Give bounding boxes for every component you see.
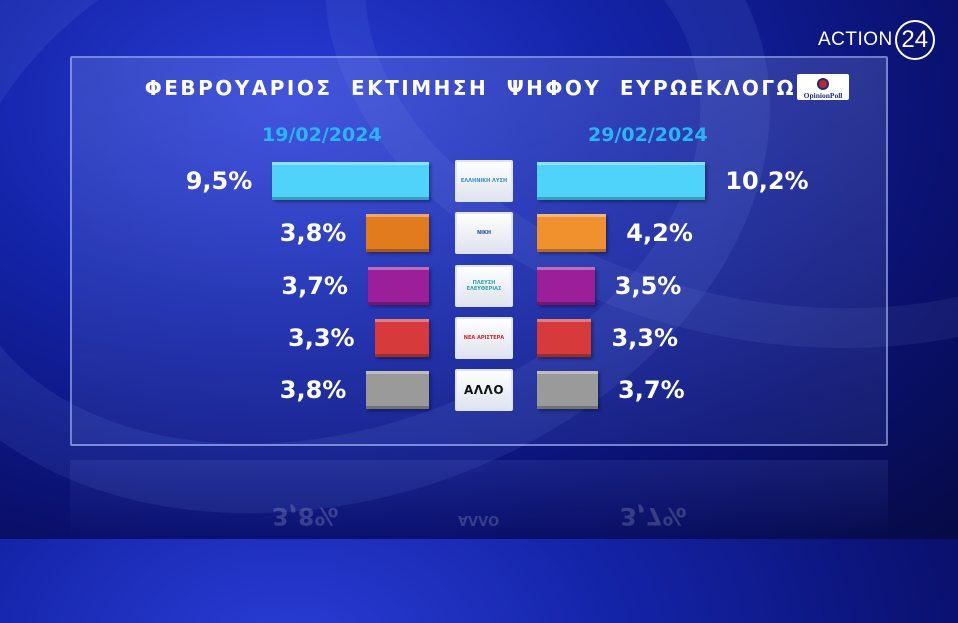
panel-reflection xyxy=(70,460,888,539)
value-label-left-1: 9,5% xyxy=(185,167,253,195)
opinionpoll-dot-icon xyxy=(817,78,829,90)
bar-right-5 xyxy=(537,371,599,409)
bar-right-1 xyxy=(537,162,706,200)
value-label-left-2: 3,8% xyxy=(279,219,347,247)
value-label-right-5: 3,7% xyxy=(618,376,685,404)
value-label-right-1: 10,2% xyxy=(725,167,809,195)
bar-left-3 xyxy=(367,267,429,305)
series-date-right: 29/02/2024 xyxy=(588,124,708,146)
party-logo-text: ΠΛΕΥΣΗ ΕΛΕΥΘΕΡΙΑΣ xyxy=(466,280,502,292)
party-logo-text: ΝΙΚΗ xyxy=(476,230,492,236)
party-logo-3: ΠΛΕΥΣΗ ΕΛΕΥΘΕΡΙΑΣ xyxy=(455,265,513,307)
party-logo-text: ΕΛΛΗΝΙΚΗ ΛΥΣΗ xyxy=(460,178,508,184)
party-logo-2: ΝΙΚΗ xyxy=(455,212,513,254)
party-logo-text: ΝΕΑ ΑΡΙΣΤΕΡΑ xyxy=(463,335,505,341)
bar-left-2 xyxy=(366,214,429,252)
party-logo-4: ΝΕΑ ΑΡΙΣΤΕΡΑ xyxy=(455,317,513,359)
value-label-left-4: 3,3% xyxy=(288,324,355,352)
series-date-left: 19/02/2024 xyxy=(262,124,382,146)
opinionpoll-logo: OpinionPoll xyxy=(797,74,849,100)
party-logo-1: ΕΛΛΗΝΙΚΗ ΛΥΣΗ xyxy=(455,160,513,202)
opinionpoll-text: OpinionPoll xyxy=(803,91,843,100)
action24-logo: ACTION 24 xyxy=(818,18,935,62)
logo-number: 24 xyxy=(901,26,929,53)
value-label-right-3: 3,5% xyxy=(614,272,682,300)
party-logo-text: ΑΛΛΟ xyxy=(463,383,505,397)
party-logo-5: ΑΛΛΟ xyxy=(455,369,513,411)
value-label-right-2: 4,2% xyxy=(626,219,693,247)
bar-right-3 xyxy=(537,267,595,305)
logo-text: ACTION xyxy=(818,29,893,50)
reflection-label: 3,8% xyxy=(272,502,339,530)
bar-right-4 xyxy=(537,319,592,357)
bar-left-1 xyxy=(272,162,429,200)
logo-ring: 24 xyxy=(894,20,935,60)
value-label-left-3: 3,7% xyxy=(281,272,348,300)
reflection-label: ΑΛΛΟ xyxy=(458,512,500,527)
bar-right-2 xyxy=(537,214,607,252)
bar-left-4 xyxy=(374,319,429,357)
value-label-right-4: 3,3% xyxy=(611,324,678,352)
bar-left-5 xyxy=(366,371,429,409)
value-label-left-5: 3,8% xyxy=(279,376,347,404)
chart-title: ΦΕΒΡΟΥΑΡΙΟΣ ΕΚΤΙΜΗΣΗ ΨΗΦΟΥ ΕΥΡΩΕΚΛΟΓΩΝ xyxy=(144,76,816,100)
reflection-label: 3,7% xyxy=(620,502,687,530)
